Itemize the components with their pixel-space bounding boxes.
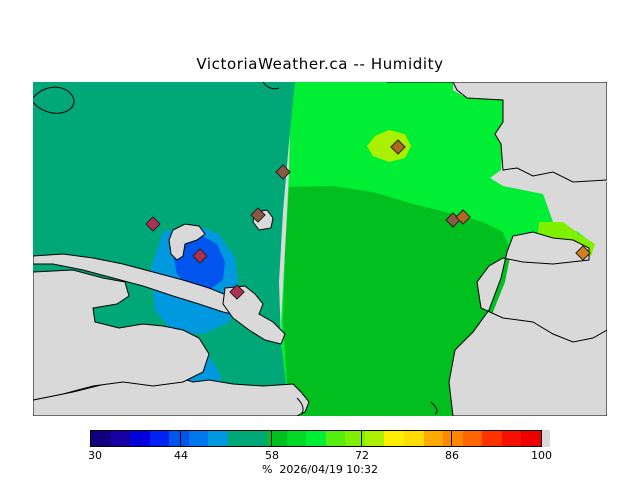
colorbar-band-1 [110, 431, 131, 446]
colorbar-band-17 [423, 431, 444, 446]
coastline-squiggle-bottom-left [296, 397, 304, 415]
station-marker[interactable] [145, 216, 161, 232]
colorbar-band-8 [247, 431, 268, 446]
station-marker[interactable] [192, 248, 208, 264]
colorbar-band-14 [364, 431, 385, 446]
colorbar-band-7 [227, 431, 248, 446]
colorbar-tick [541, 430, 542, 447]
colorbar-band-16 [404, 431, 424, 446]
colorbar-band-15 [384, 431, 404, 446]
colorbar-band-3 [149, 431, 170, 446]
station-marker-group[interactable] [145, 139, 591, 300]
station-marker[interactable] [455, 209, 471, 225]
coastline-squiggle-bottom-right [430, 401, 438, 415]
colorbar-caption: % 2026/04/19 10:32 [261, 463, 379, 476]
colorbar-band-5 [188, 431, 209, 446]
colorbar-label-4: 86 [445, 449, 459, 462]
colorbar-band-0 [91, 431, 111, 446]
colorbar-band-2 [130, 431, 150, 446]
map-plot-area[interactable] [33, 82, 607, 416]
land-hook-northwest [168, 223, 206, 261]
colorbar-band-22 [521, 431, 541, 446]
colorbar-tick [361, 430, 362, 447]
station-marker[interactable] [275, 164, 291, 180]
land-mass-northeast [387, 82, 607, 183]
colorbar-band-6 [208, 431, 228, 446]
colorbar-band-11 [306, 431, 326, 446]
land-mass-southwest-peninsula [33, 269, 210, 401]
station-marker[interactable] [390, 139, 406, 155]
colorbar-tick [451, 430, 452, 447]
station-marker[interactable] [229, 284, 245, 300]
station-marker[interactable] [250, 207, 266, 223]
page-title: VictoriaWeather.ca -- Humidity [196, 55, 444, 73]
colorbar-label-5: 100 [531, 449, 552, 462]
colorbar-band-20 [482, 431, 502, 446]
colorbar-tick [90, 430, 91, 447]
humidity-contour-map[interactable] [33, 82, 607, 416]
colorbar-label-1: 44 [174, 449, 188, 462]
station-marker[interactable] [575, 245, 591, 261]
colorbar-band-21 [501, 431, 522, 446]
colorbar-band-18 [443, 431, 463, 446]
colorbar-band-10 [286, 431, 307, 446]
colorbar-bands[interactable] [90, 430, 542, 447]
land-islet-south-central [222, 285, 286, 345]
colorbar-band-9 [267, 431, 287, 446]
colorbar-tail-swatch [542, 430, 550, 447]
fill-region-north-patch-yellowgreen [367, 130, 411, 162]
colorbar-band-19 [462, 431, 483, 446]
fill-region-east-bright-green [281, 82, 593, 416]
colorbar-band-12 [325, 431, 346, 446]
colorbar-label-3: 72 [355, 449, 369, 462]
colorbar-tick [271, 430, 272, 447]
colorbar-tick [180, 430, 181, 447]
coastline-arc-north-centre [262, 82, 280, 90]
colorbar-label-0: 30 [88, 449, 102, 462]
colorbar-label-2: 58 [265, 449, 279, 462]
coastline-arc-northwest [33, 86, 75, 114]
colorbar[interactable] [90, 430, 550, 447]
colorbar-band-13 [345, 431, 365, 446]
colorbar-band-4 [169, 431, 189, 446]
